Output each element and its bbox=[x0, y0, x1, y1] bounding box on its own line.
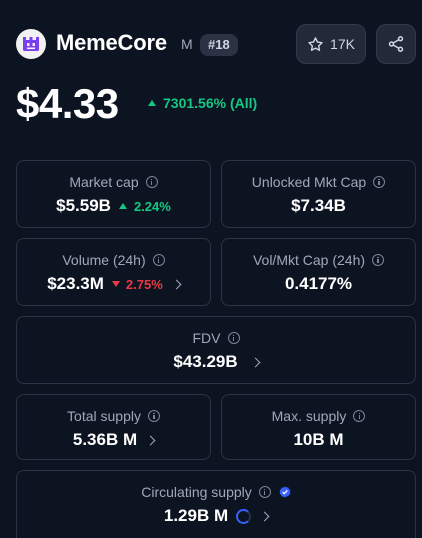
volume-24h-card[interactable]: Volume (24h) $23.3M 2.75% bbox=[16, 238, 211, 306]
info-icon[interactable] bbox=[373, 176, 386, 188]
chevron-right-icon[interactable] bbox=[145, 435, 156, 445]
star-icon bbox=[307, 36, 324, 53]
rank-badge: #18 bbox=[200, 34, 238, 56]
fdv-label: FDV bbox=[192, 330, 221, 346]
max-supply-card: Max. supply 10B M bbox=[221, 394, 416, 460]
market-cap-card: Market cap $5.59B 2.24% bbox=[16, 160, 211, 228]
coin-name: MemeCore bbox=[56, 30, 167, 55]
max-supply-label: Max. supply bbox=[271, 408, 347, 424]
watchlist-count: 17K bbox=[330, 36, 355, 52]
supply-progress-ring-icon bbox=[236, 508, 252, 524]
unlocked-mkt-cap-label: Unlocked Mkt Cap bbox=[251, 174, 367, 190]
verified-badge-icon bbox=[279, 486, 291, 498]
fdv-value: $43.29B bbox=[173, 352, 238, 371]
market-cap-label: Market cap bbox=[69, 174, 139, 190]
info-icon[interactable] bbox=[147, 410, 160, 422]
caret-up-icon bbox=[148, 100, 156, 106]
caret-down-icon bbox=[111, 281, 120, 287]
circulating-supply-value: 1.29B M bbox=[163, 506, 229, 525]
chevron-right-icon[interactable] bbox=[259, 511, 270, 521]
memecore-logo-icon bbox=[16, 29, 46, 59]
vol-mkt-cap-label: Vol/Mkt Cap (24h) bbox=[252, 252, 366, 268]
volume-24h-label: Volume (24h) bbox=[62, 252, 146, 268]
info-icon[interactable] bbox=[372, 254, 385, 266]
info-icon[interactable] bbox=[152, 254, 165, 266]
circulating-supply-card[interactable]: Circulating supply 1.29B M bbox=[16, 470, 416, 538]
price-change-value: 7301.56% (All) bbox=[163, 95, 258, 111]
max-supply-value: 10B M bbox=[293, 430, 344, 449]
info-icon[interactable] bbox=[227, 332, 240, 344]
total-supply-card[interactable]: Total supply 5.36B M bbox=[16, 394, 211, 460]
market-cap-value: $5.59B bbox=[56, 196, 111, 215]
price-change: 7301.56% (All) bbox=[148, 95, 257, 111]
coin-symbol: M bbox=[181, 36, 193, 52]
total-supply-value: 5.36B M bbox=[72, 430, 138, 449]
share-icon bbox=[387, 35, 405, 53]
unlocked-mkt-cap-value: $7.34B bbox=[291, 196, 346, 215]
vol-mkt-cap-card: Vol/Mkt Cap (24h) 0.4177% bbox=[221, 238, 416, 306]
share-button[interactable] bbox=[376, 24, 416, 64]
watchlist-button[interactable]: 17K bbox=[296, 24, 366, 64]
chevron-right-icon[interactable] bbox=[171, 279, 182, 289]
vol-mkt-cap-value: 0.4177% bbox=[284, 274, 353, 293]
circulating-supply-label: Circulating supply bbox=[141, 484, 252, 500]
fdv-card[interactable]: FDV $43.29B bbox=[16, 316, 416, 384]
volume-24h-change: 2.75% bbox=[111, 277, 163, 292]
volume-24h-value: $23.3M bbox=[47, 274, 104, 293]
coin-price: $4.33 bbox=[16, 80, 119, 127]
caret-up-icon bbox=[118, 203, 127, 209]
market-cap-change: 2.24% bbox=[118, 199, 171, 214]
coin-header: MemeCore M #18 17K bbox=[16, 24, 416, 64]
info-icon[interactable] bbox=[258, 486, 271, 498]
total-supply-label: Total supply bbox=[67, 408, 141, 424]
info-icon[interactable] bbox=[145, 176, 158, 188]
unlocked-mkt-cap-card: Unlocked Mkt Cap $7.34B bbox=[221, 160, 416, 228]
chevron-right-icon[interactable] bbox=[250, 357, 261, 367]
info-icon[interactable] bbox=[353, 410, 366, 422]
